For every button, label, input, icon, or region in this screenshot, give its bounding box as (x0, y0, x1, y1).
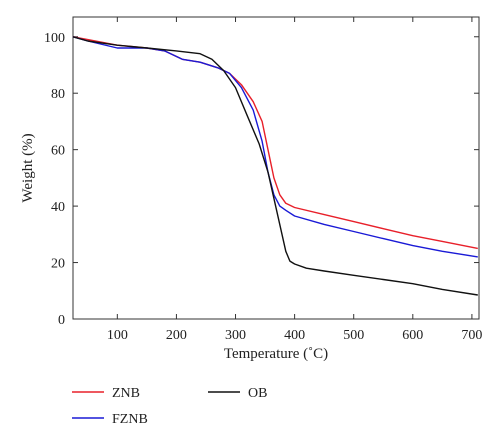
y-axis: 0 20 40 60 80 100 (44, 31, 479, 328)
series-line-ob (72, 36, 478, 296)
y-tick-label: 20 (51, 257, 65, 272)
series-lines (72, 36, 478, 296)
legend: ZNB FZNB OB (72, 386, 267, 427)
legend-label-znb: ZNB (112, 386, 140, 401)
plot-frame (72, 16, 480, 320)
y-tick-label: 60 (51, 144, 65, 159)
y-tick-label: 40 (51, 200, 65, 215)
legend-label-fznb: FZNB (112, 412, 148, 427)
x-tick-label: 100 (107, 328, 128, 343)
y-axis-title: Weight (%) (20, 133, 36, 202)
x-axis: 100 200 300 400 500 600 700 (107, 17, 482, 343)
y-tick-label: 0 (58, 313, 65, 328)
x-tick-label: 500 (343, 328, 364, 343)
x-tick-label: 300 (225, 328, 246, 343)
x-tick-label: 600 (402, 328, 423, 343)
x-tick-label: 400 (284, 328, 305, 343)
series-line-znb (72, 36, 478, 250)
y-tick-label: 100 (44, 31, 65, 46)
x-axis-title: Temperature (˚C) (224, 346, 328, 362)
y-tick-label: 80 (51, 87, 65, 102)
x-tick-label: 200 (166, 328, 187, 343)
series-line-fznb (72, 36, 478, 258)
legend-label-ob: OB (248, 386, 267, 401)
x-tick-label: 700 (461, 328, 482, 343)
